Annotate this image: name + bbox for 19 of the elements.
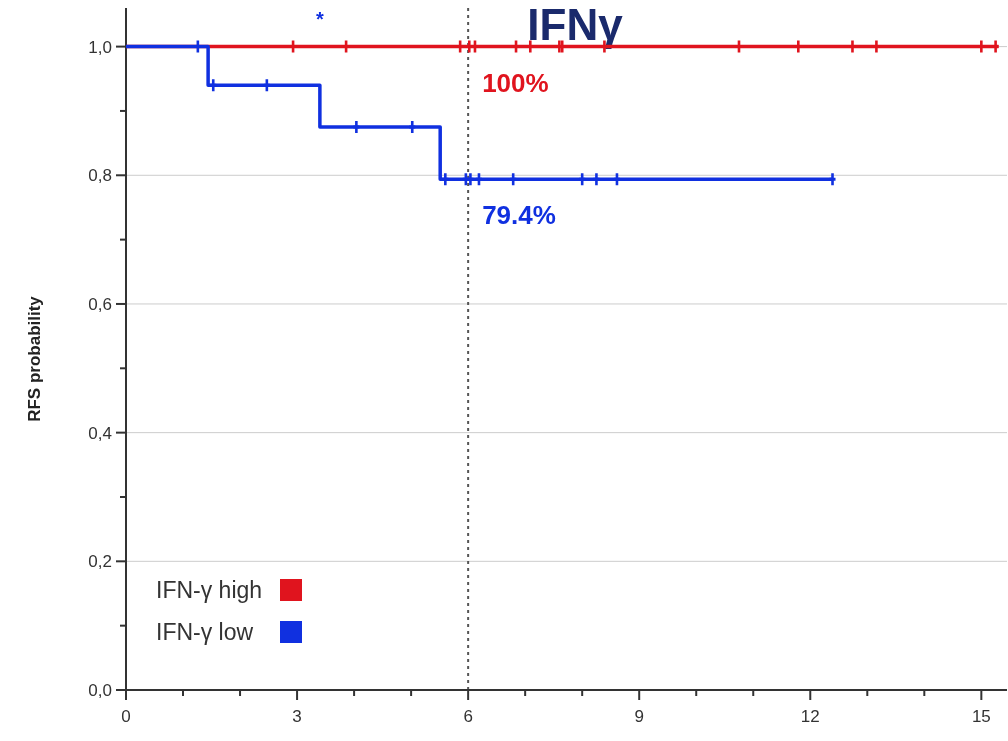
x-tick-label: 9 bbox=[634, 707, 644, 726]
y-tick-label: 0,6 bbox=[88, 294, 112, 314]
y-axis-title: RFS probability bbox=[25, 295, 44, 422]
annotation: 79.4% bbox=[482, 200, 556, 231]
y-tick-label: 0,8 bbox=[88, 166, 112, 186]
y-tick-label: 0,4 bbox=[88, 423, 112, 443]
y-tick-label: 0,0 bbox=[88, 680, 112, 700]
y-tick-label: 0,2 bbox=[88, 552, 112, 572]
annotation: 100% bbox=[482, 67, 549, 98]
x-tick-label: 0 bbox=[121, 707, 131, 726]
x-tick-label: 6 bbox=[463, 707, 473, 726]
legend-label: IFN-γ high bbox=[156, 577, 263, 604]
x-tick-label: 15 bbox=[971, 707, 991, 726]
y-tick-label: 1,0 bbox=[88, 37, 112, 57]
annotation: * bbox=[316, 8, 325, 30]
legend-label: IFN-γ low bbox=[156, 619, 254, 646]
x-tick-label: 3 bbox=[292, 707, 302, 726]
chart-title: IFNγ bbox=[527, 0, 624, 49]
x-tick-label: 12 bbox=[800, 707, 820, 726]
